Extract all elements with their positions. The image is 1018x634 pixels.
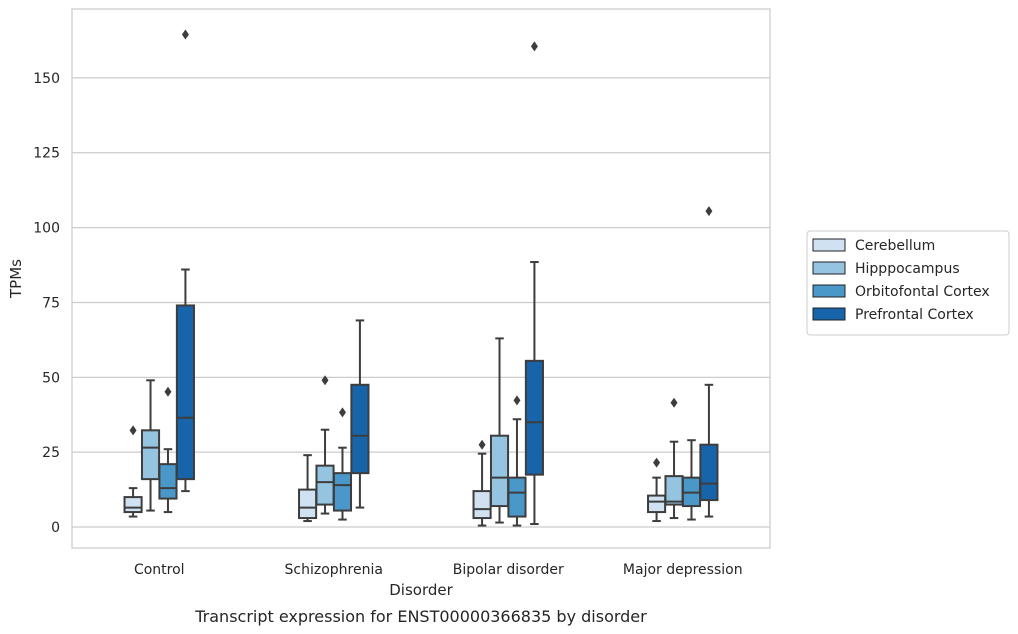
legend-swatch bbox=[812, 284, 846, 298]
box-major-depression-orbitofontal-cortex bbox=[681, 439, 702, 521]
box-schizophrenia-orbitofontal-cortex bbox=[332, 407, 353, 521]
box-bipolar-disorder-cerebellum bbox=[472, 439, 492, 527]
y-tick-label: 100 bbox=[33, 221, 60, 237]
y-axis: 0 25 50 75 100 125 150 bbox=[33, 71, 60, 536]
y-axis-label: TPMs bbox=[7, 259, 25, 299]
outlier-point bbox=[478, 439, 486, 450]
legend-item-cerebellum: Cerebellum bbox=[812, 238, 935, 254]
y-tick-label: 0 bbox=[51, 520, 60, 536]
outlier-point bbox=[705, 206, 713, 217]
x-tick-label-control: Control bbox=[134, 562, 185, 578]
box-iqr bbox=[315, 464, 335, 506]
box-major-depression-cerebellum bbox=[647, 457, 667, 523]
box-iqr bbox=[507, 476, 527, 518]
plot-area bbox=[123, 29, 719, 527]
outlier-point bbox=[129, 425, 137, 436]
box-schizophrenia-cerebellum bbox=[298, 454, 318, 523]
outlier-point bbox=[164, 386, 172, 397]
box-bipolar-disorder-prefrontal-cortex bbox=[524, 41, 544, 526]
legend-swatch bbox=[812, 261, 846, 275]
legend-frame bbox=[806, 230, 1010, 336]
outlier-point bbox=[321, 375, 329, 386]
box-iqr bbox=[647, 494, 667, 514]
legend-item-orbitofontal-cortex: Orbitofontal Cortex bbox=[812, 284, 990, 300]
x-axis: Control Schizophrenia Bipolar disorder Majo… bbox=[134, 562, 743, 578]
box-schizophrenia-hipppocampus bbox=[315, 375, 335, 515]
legend: Cerebellum Hipppocampus Orbitofontal Corte… bbox=[806, 230, 1010, 336]
box-control-cerebellum bbox=[123, 425, 143, 518]
box-control-prefrontal-cortex bbox=[175, 29, 195, 493]
legend-item-hipppocampus: Hipppocampus bbox=[812, 261, 960, 277]
outlier-point bbox=[513, 395, 521, 406]
outlier-point bbox=[338, 407, 346, 418]
x-axis-label: Disorder bbox=[389, 581, 453, 599]
box-iqr bbox=[298, 488, 318, 520]
box-iqr bbox=[140, 429, 161, 481]
box-iqr bbox=[123, 496, 143, 514]
outlier-point bbox=[670, 397, 678, 408]
y-tick-label: 150 bbox=[33, 71, 60, 87]
x-tick-label-major-depression: Major depression bbox=[623, 562, 743, 578]
box-iqr bbox=[350, 383, 370, 475]
box-control-orbitofontal-cortex bbox=[158, 386, 178, 514]
box-bipolar-disorder-hipppocampus bbox=[489, 337, 510, 524]
legend-swatch bbox=[812, 307, 846, 321]
legend-label: Hipppocampus bbox=[855, 261, 960, 277]
legend-label: Cerebellum bbox=[855, 238, 935, 254]
box-iqr bbox=[664, 475, 684, 506]
x-tick-label-schizophrenia: Schizophrenia bbox=[285, 562, 383, 578]
box-schizophrenia-prefrontal-cortex bbox=[350, 319, 370, 509]
box-major-depression-prefrontal-cortex bbox=[699, 206, 719, 518]
box-iqr bbox=[472, 490, 492, 520]
box-major-depression-hipppocampus bbox=[664, 397, 684, 520]
y-tick-label: 75 bbox=[42, 295, 60, 311]
box-iqr bbox=[699, 443, 719, 502]
outlier-point bbox=[653, 457, 661, 468]
outlier-point bbox=[530, 41, 538, 52]
legend-item-prefrontal-cortex: Prefrontal Cortex bbox=[812, 307, 974, 323]
box-iqr bbox=[489, 434, 510, 508]
y-tick-label: 25 bbox=[42, 445, 60, 461]
box-iqr bbox=[175, 304, 195, 481]
box-iqr bbox=[524, 359, 544, 476]
box-bipolar-disorder-orbitofontal-cortex bbox=[507, 395, 527, 527]
x-tick-label-bipolar-disorder: Bipolar disorder bbox=[453, 562, 564, 578]
legend-swatch bbox=[812, 238, 846, 252]
box-control-hipppocampus bbox=[140, 379, 161, 512]
y-tick-label: 125 bbox=[33, 146, 60, 162]
legend-label: Orbitofontal Cortex bbox=[855, 284, 990, 300]
legend-label: Prefrontal Cortex bbox=[855, 307, 974, 323]
outlier-point bbox=[181, 29, 189, 40]
box-iqr bbox=[158, 463, 178, 500]
plot-frame bbox=[71, 8, 771, 549]
box-iqr bbox=[332, 472, 353, 512]
chart-caption: Transcript expression for ENST0000036683… bbox=[194, 607, 647, 626]
y-tick-label: 50 bbox=[42, 370, 60, 386]
